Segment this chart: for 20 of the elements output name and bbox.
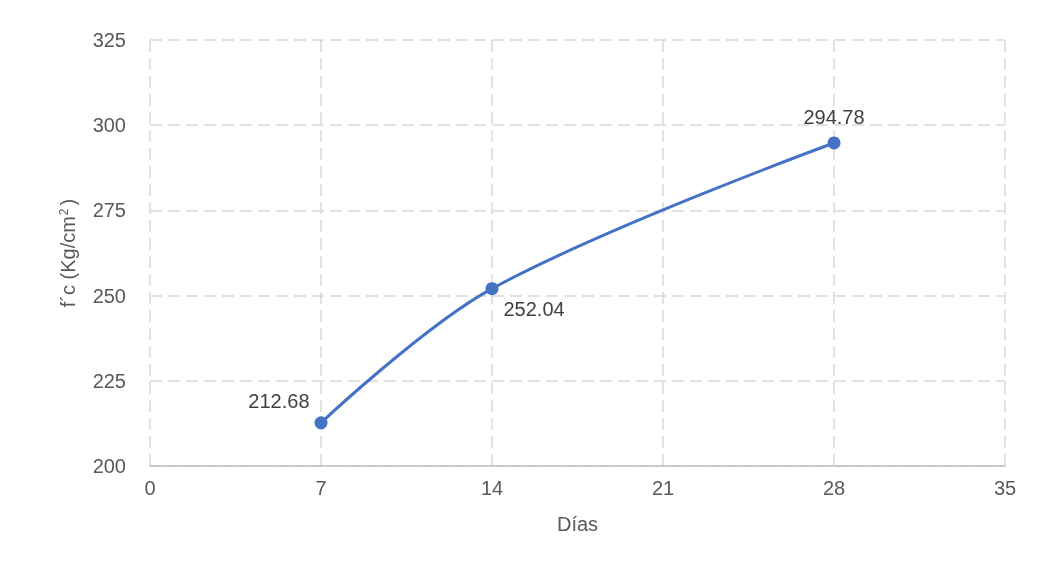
y-tick-label: 225	[92, 369, 126, 392]
x-tick-label: 7	[315, 477, 327, 499]
x-tick-label: 28	[822, 477, 846, 499]
y-tick-label: 300	[92, 114, 126, 137]
point	[314, 416, 328, 430]
y-tick-label: 275	[92, 199, 126, 222]
data-label: 212.68	[248, 389, 310, 412]
y-tick-label: 250	[92, 284, 126, 307]
x-tick-label: 21	[651, 477, 675, 499]
y-axis-title: f´c (Kg/cm2)	[57, 198, 79, 308]
y-tick-label: 200	[92, 455, 126, 477]
x-tick-label: 0	[144, 477, 156, 499]
data-label: 294.78	[803, 106, 865, 129]
point	[485, 282, 499, 296]
x-axis-title: Días	[556, 513, 599, 535]
x-tick-label: 14	[480, 477, 504, 499]
y-tick-label: 325	[92, 29, 126, 51]
point	[827, 136, 841, 150]
x-tick-label: 35	[993, 477, 1017, 499]
data-label: 252.04	[503, 297, 565, 320]
